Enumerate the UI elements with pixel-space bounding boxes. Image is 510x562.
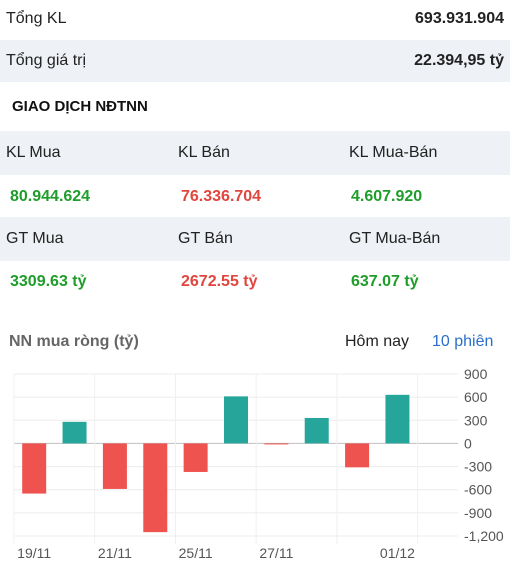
y-tick-label: -600 [464, 482, 492, 498]
bar-29-11[interactable] [345, 443, 370, 468]
value-net-value: 637.07 tỷ [351, 273, 419, 290]
y-tick-label: 300 [464, 412, 488, 428]
volume-net-label: KL Mua-Bán [349, 144, 438, 161]
value-values-row: 3309.63 tỷ 2672.55 tỷ 637.07 tỷ [0, 260, 510, 304]
value-buy-value: 3309.63 tỷ [10, 273, 87, 290]
x-tick-label: 01/12 [380, 545, 415, 561]
bar-26-11[interactable] [224, 396, 248, 444]
volume-buy-label: KL Mua [6, 144, 61, 161]
y-tick-label: 600 [464, 389, 488, 405]
volume-sell-value: 76.336.704 [181, 188, 262, 205]
foreign-trading-title: GIAO DỊCH NĐTNN [12, 97, 148, 115]
volume-net-value: 4.607.920 [351, 188, 423, 205]
value-net-label: GT Mua-Bán [349, 230, 441, 247]
volume-sell-label: KL Bán [178, 144, 230, 161]
y-tick-label: 900 [464, 366, 488, 382]
total-value-label: Tổng giá trị [6, 52, 87, 69]
bar-19-11[interactable] [22, 443, 47, 494]
bar-25-11[interactable] [183, 443, 208, 472]
bar-28-11[interactable] [304, 417, 329, 444]
tab-today[interactable]: Hôm nay [345, 333, 410, 350]
y-tick-label: -900 [464, 505, 492, 521]
value-buy-label: GT Mua [6, 230, 64, 247]
volume-values-row: 80.944.624 76.336.704 4.607.920 [0, 175, 510, 219]
x-tick-label: 19/11 [17, 545, 51, 561]
value-sell-label: GT Bán [178, 230, 233, 247]
total-value-row: Tổng giá trị 22.394,95 tỷ [0, 40, 510, 82]
x-tick-label: 27/11 [259, 545, 293, 561]
y-tick-label: 0 [464, 435, 472, 451]
bar-21-11[interactable] [102, 443, 127, 489]
y-tick-label: -300 [464, 459, 492, 475]
bar-20-11[interactable] [62, 421, 87, 444]
total-value-value: 22.394,95 tỷ [414, 52, 504, 69]
x-tick-label: 25/11 [179, 545, 213, 561]
total-volume-row: Tổng KL 693.931.904 [0, 0, 510, 38]
bar-27-11[interactable] [264, 443, 289, 445]
volume-buy-value: 80.944.624 [10, 188, 91, 205]
value-sell-value: 2672.55 tỷ [181, 273, 258, 290]
chart-header: NN mua ròng (tỷ) Hôm nay 10 phiên [0, 324, 510, 360]
chart-title: NN mua ròng (tỷ) [9, 333, 139, 350]
net-buy-chart: 900 600 300 0 -300 -600 -900 -1,200 19/11 21/11 25… [13, 366, 504, 561]
tab-10-sessions[interactable]: 10 phiên [432, 333, 494, 350]
total-volume-value: 693.931.904 [415, 10, 504, 27]
total-volume-label: Tổng KL [6, 10, 67, 27]
y-tick-label: -1,200 [464, 528, 504, 544]
volume-labels-row: KL Mua KL Bán KL Mua-Bán [0, 131, 510, 175]
bar-22-11[interactable] [143, 443, 168, 533]
value-labels-row: GT Mua GT Bán GT Mua-Bán [0, 217, 510, 261]
x-tick-label: 21/11 [98, 545, 132, 561]
bar-01-12[interactable] [385, 394, 410, 444]
